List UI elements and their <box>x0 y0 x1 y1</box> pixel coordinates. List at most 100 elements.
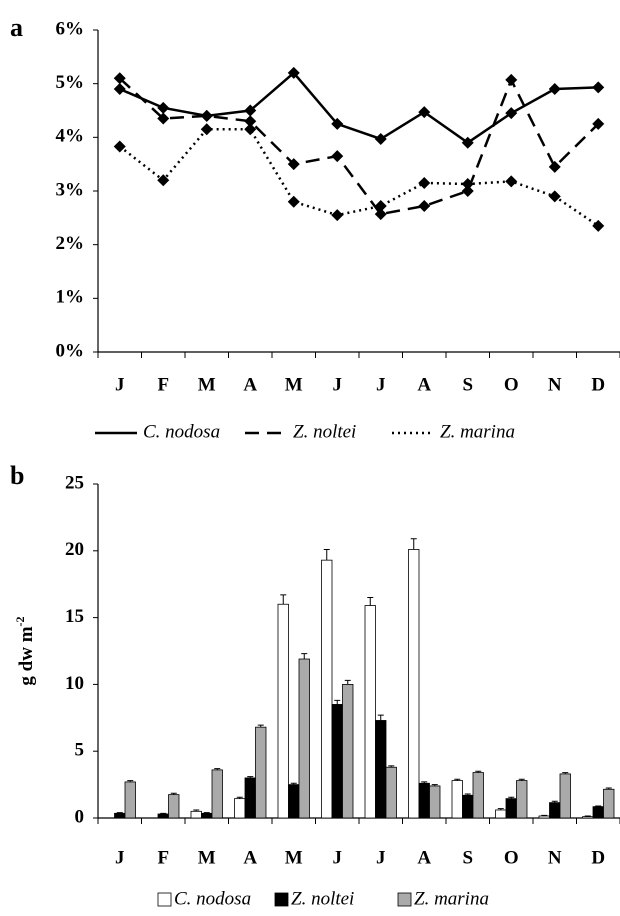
x-tick-label: F <box>157 847 169 868</box>
point-marker <box>157 101 170 114</box>
y-tick-label: 25 <box>65 472 84 493</box>
series-line <box>119 71 599 145</box>
error-bar <box>497 808 504 810</box>
y-tick-label: 20 <box>65 539 84 560</box>
x-tick-label: A <box>243 847 257 868</box>
legend-swatch <box>274 892 289 907</box>
error-bar <box>301 653 308 660</box>
bar <box>549 802 561 819</box>
y-tick-label: 3% <box>56 179 85 200</box>
error-bar <box>236 796 243 799</box>
bar <box>462 794 474 819</box>
bar <box>244 777 256 819</box>
point-marker <box>331 209 344 222</box>
legend-swatch <box>157 892 172 907</box>
bar <box>582 816 594 819</box>
point-marker <box>374 208 387 221</box>
x-tick-label: M <box>285 847 303 868</box>
error-bar <box>127 780 134 782</box>
point-marker <box>287 66 300 79</box>
error-bar <box>214 768 221 770</box>
legend-swatch <box>397 892 412 907</box>
bar <box>201 812 213 819</box>
x-tick-label: O <box>504 374 519 395</box>
y-axis-label-main: g dw m <box>16 626 37 685</box>
point-marker <box>287 158 300 171</box>
bar <box>538 815 550 819</box>
y-tick-label: 10 <box>65 673 84 694</box>
point-marker <box>157 174 170 187</box>
y-tick-label: 2% <box>56 233 85 254</box>
point-marker <box>461 185 474 197</box>
legend-label: Z. marina <box>440 421 515 442</box>
y-axis-label: g dw m-2 <box>13 616 38 685</box>
point-marker <box>374 200 387 213</box>
legend-label: C. nodosa <box>143 421 220 442</box>
point-marker <box>200 109 213 122</box>
point-marker <box>548 190 561 203</box>
bar <box>603 788 615 819</box>
x-tick-label: J <box>376 847 386 868</box>
error-bar <box>584 815 591 817</box>
point-marker <box>418 106 431 119</box>
point-marker <box>505 73 518 86</box>
bar <box>331 704 343 819</box>
x-tick-label: D <box>591 847 605 868</box>
error-bar <box>410 538 417 550</box>
error-bar <box>595 805 602 807</box>
error-bar <box>421 781 428 784</box>
point-marker <box>244 123 257 136</box>
error-bar <box>247 776 254 778</box>
error-bar <box>475 770 482 773</box>
y-tick-label: 1% <box>56 287 85 308</box>
bar <box>342 684 354 819</box>
point-marker <box>331 117 344 130</box>
bar <box>559 773 571 819</box>
x-tick-label: J <box>115 374 125 395</box>
bar <box>211 769 223 819</box>
bar <box>505 798 517 819</box>
y-tick-label: 5 <box>75 740 85 761</box>
bar <box>288 784 300 819</box>
error-bar <box>116 812 123 814</box>
bar <box>592 806 604 819</box>
x-tick-label: F <box>157 374 169 395</box>
bar <box>277 603 289 819</box>
x-tick-label: J <box>333 374 343 395</box>
series-line <box>118 128 599 227</box>
point-marker <box>200 123 213 136</box>
bar <box>516 780 528 819</box>
bar <box>114 812 126 819</box>
bar <box>321 559 333 819</box>
y-tick-label: 4% <box>56 126 85 147</box>
bar <box>451 780 463 819</box>
bar <box>364 605 376 819</box>
error-bar <box>388 765 395 768</box>
point-marker <box>592 81 605 94</box>
error-bar <box>257 724 264 728</box>
panel-label: b <box>10 461 24 490</box>
legend-label: Z. marina <box>414 888 489 909</box>
x-tick-label: N <box>548 847 562 868</box>
legend-label: Z. noltei <box>293 421 356 442</box>
x-tick-label: O <box>504 847 519 868</box>
point-marker <box>113 140 126 153</box>
point-marker <box>113 83 126 96</box>
x-tick-label: D <box>591 374 605 395</box>
error-bar <box>454 778 461 781</box>
error-bar <box>605 787 612 790</box>
bar <box>255 726 267 819</box>
y-tick-label: 6% <box>56 18 85 39</box>
y-axis-label-sup: -2 <box>13 616 27 626</box>
x-tick-label: J <box>376 374 386 395</box>
error-bar <box>344 679 351 685</box>
point-marker <box>418 176 431 189</box>
point-marker <box>113 72 126 85</box>
bar <box>429 785 441 819</box>
x-tick-label: J <box>115 847 125 868</box>
x-tick-label: M <box>198 374 216 395</box>
error-bar <box>160 812 167 814</box>
legend-label: Z. noltei <box>291 888 354 909</box>
bar <box>157 813 169 819</box>
